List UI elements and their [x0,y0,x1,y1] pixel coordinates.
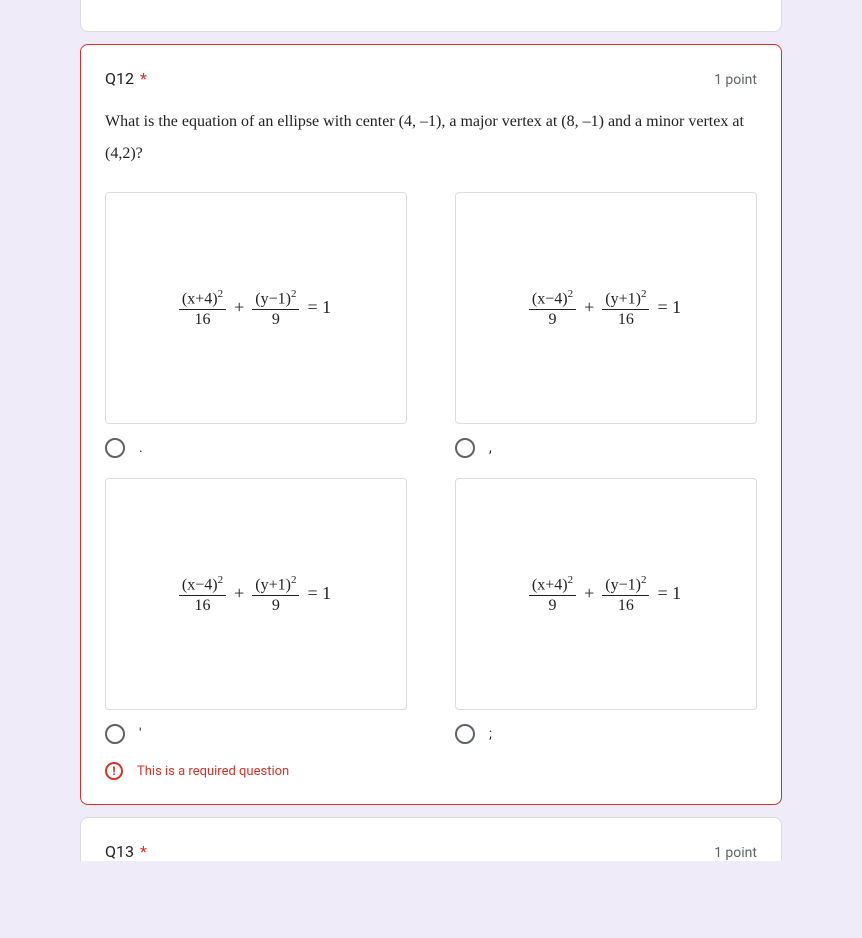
question-header: Q13 * 1 point [105,842,757,861]
question-points: 1 point [714,72,757,88]
required-error-text: This is a required question [137,764,289,779]
equation: (x−4)29 + (y+1)216 = 1 [529,288,683,329]
radio-label: . [139,440,143,456]
radio-label: ; [489,726,492,742]
required-star: * [140,842,147,861]
question-title: Q12 [105,69,134,88]
required-star: * [140,69,147,88]
option-cell: (x+4)216 + (y−1)29 = 1 . [105,192,407,458]
radio-icon[interactable] [455,438,475,458]
option-cell: (x−4)29 + (y+1)216 = 1 , [455,192,757,458]
options-grid: (x+4)216 + (y−1)29 = 1 . (x−4)29 + [105,192,757,744]
radio-icon[interactable] [105,724,125,744]
option-cell: (x−4)216 + (y+1)29 = 1 ' [105,478,407,744]
radio-label: , [489,440,492,456]
required-error: ! This is a required question [105,762,757,780]
radio-icon[interactable] [105,438,125,458]
option-image: (x−4)29 + (y+1)216 = 1 [455,192,757,424]
option-image: (x+4)29 + (y−1)216 = 1 [455,478,757,710]
radio-icon[interactable] [455,724,475,744]
question-title: Q13 [105,842,134,861]
alert-icon: ! [105,762,123,780]
question-title-wrap: Q12 * [105,69,147,88]
question-points: 1 point [714,845,757,861]
question-card-q12: Q12 * 1 point What is the equation of an… [80,44,782,805]
equation: (x+4)216 + (y−1)29 = 1 [179,288,333,329]
equation: (x+4)29 + (y−1)216 = 1 [529,574,683,615]
radio-row[interactable]: ; [455,724,757,744]
radio-row[interactable]: . [105,438,407,458]
radio-row[interactable]: , [455,438,757,458]
question-header: Q12 * 1 point [105,69,757,88]
question-prompt: What is the equation of an ellipse with … [105,106,757,170]
equation: (x−4)216 + (y+1)29 = 1 [179,574,333,615]
option-image: (x−4)216 + (y+1)29 = 1 [105,478,407,710]
question-card-q13: Q13 * 1 point [80,817,782,861]
radio-row[interactable]: ' [105,724,407,744]
page: Q12 * 1 point What is the equation of an… [0,0,862,861]
prev-card-stub [80,0,782,32]
question-title-wrap: Q13 * [105,842,147,861]
option-image: (x+4)216 + (y−1)29 = 1 [105,192,407,424]
radio-label: ' [139,726,141,742]
option-cell: (x+4)29 + (y−1)216 = 1 ; [455,478,757,744]
